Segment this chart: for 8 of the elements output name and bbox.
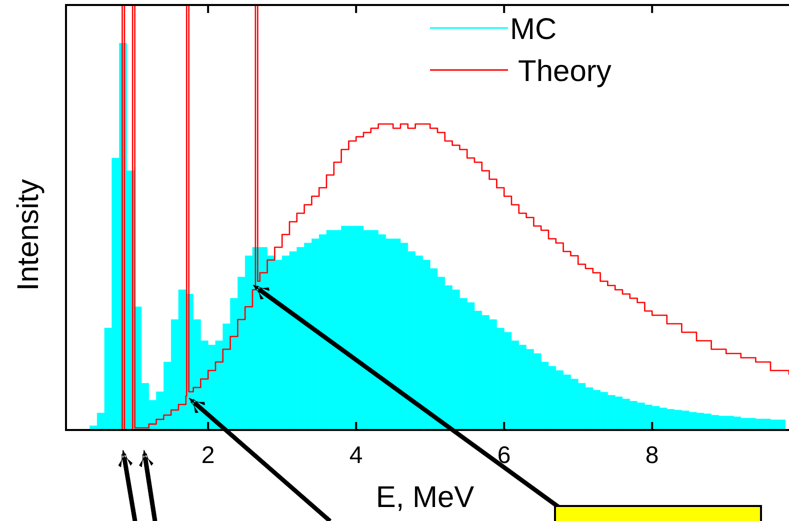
- x-tick-label: 8: [645, 442, 659, 469]
- x-tick-label: 4: [349, 442, 363, 469]
- y-axis-title: Intensity: [12, 179, 45, 291]
- legend-label: MC: [510, 13, 557, 46]
- legend-label: Theory: [518, 55, 612, 88]
- x-axis-title: E, MeV: [376, 481, 474, 514]
- x-tick-label: 2: [201, 442, 215, 469]
- x-tick-label: 6: [497, 442, 511, 469]
